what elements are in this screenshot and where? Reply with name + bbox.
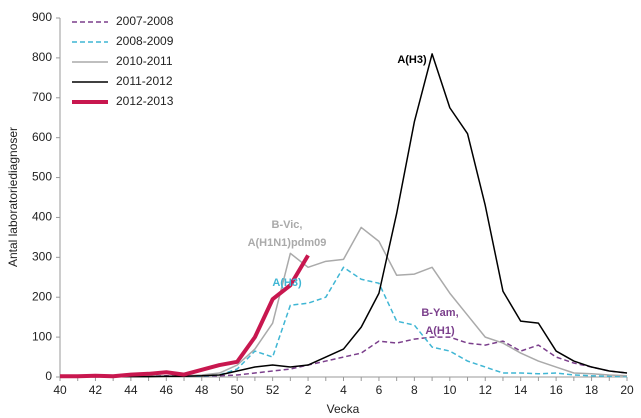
y-axis-title: Antal laboratoriediagnoser <box>6 127 20 267</box>
annotation: B-Vic, <box>272 219 303 231</box>
x-tick-label: 12 <box>479 383 493 397</box>
y-tick-label: 100 <box>32 329 52 343</box>
legend-label: 2011-2012 <box>116 74 173 88</box>
y-tick-label: 500 <box>32 170 52 184</box>
legend-label: 2007-2008 <box>116 14 174 28</box>
y-tick-label: 0 <box>45 369 52 383</box>
legend-label: 2012-2013 <box>116 94 174 108</box>
x-tick-label: 44 <box>124 383 138 397</box>
x-tick-label: 46 <box>160 383 174 397</box>
series-line <box>60 254 310 379</box>
annotation: A(H1N1)pdm09 <box>248 237 327 249</box>
annotation: A(H1) <box>425 325 455 337</box>
y-tick-label: 600 <box>32 130 52 144</box>
x-tick-label: 40 <box>53 383 67 397</box>
x-axis-title: Vecka <box>327 402 360 416</box>
y-tick-label: 900 <box>32 10 52 24</box>
x-tick-label: 16 <box>549 383 563 397</box>
y-tick-label: 800 <box>32 50 52 64</box>
annotation: B-Yam, <box>421 307 458 319</box>
x-tick-label: 42 <box>89 383 103 397</box>
x-tick-label: 6 <box>376 383 383 397</box>
annotation: A(H3) <box>272 277 302 289</box>
x-tick-label: 8 <box>411 383 418 397</box>
x-tick-label: 48 <box>195 383 209 397</box>
x-tick-label: 52 <box>266 383 280 397</box>
y-tick-label: 400 <box>32 210 52 224</box>
x-tick-label: 4 <box>340 383 347 397</box>
x-tick-label: 10 <box>443 383 457 397</box>
series-line <box>60 226 628 378</box>
x-tick-label: 18 <box>585 383 599 397</box>
y-tick-label: 700 <box>32 90 52 104</box>
series-line <box>60 53 628 378</box>
annotation: A(H3) <box>397 54 427 66</box>
y-tick-label: 300 <box>32 250 52 264</box>
legend-label: 2010-2011 <box>116 54 173 68</box>
y-tick-label: 200 <box>32 289 52 303</box>
x-tick-label: 20 <box>620 383 634 397</box>
x-tick-label: 14 <box>514 383 528 397</box>
x-tick-label: 50 <box>231 383 245 397</box>
x-tick-label: 2 <box>305 383 312 397</box>
series-line <box>60 266 628 378</box>
legend-label: 2008-2009 <box>116 34 174 48</box>
series-line <box>60 336 628 378</box>
